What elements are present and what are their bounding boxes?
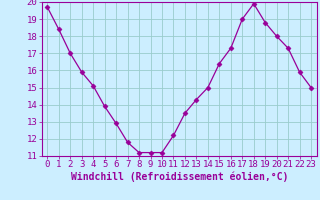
- X-axis label: Windchill (Refroidissement éolien,°C): Windchill (Refroidissement éolien,°C): [70, 172, 288, 182]
